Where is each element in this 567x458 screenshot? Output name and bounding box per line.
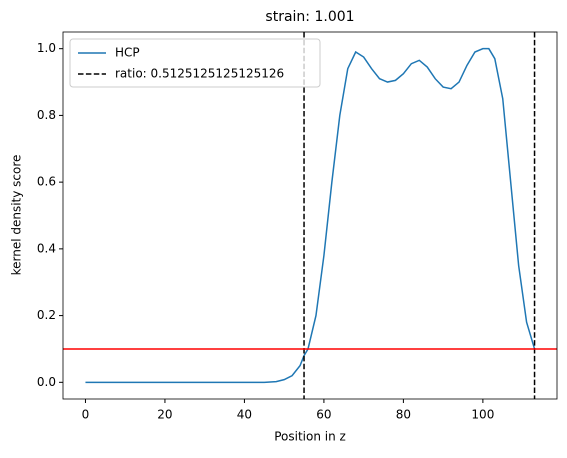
legend-box [69, 38, 321, 88]
x-tick-label: 100 [471, 408, 494, 422]
line [85, 47, 536, 384]
y-tick-label: 1.0 [37, 41, 56, 55]
chart-title: strain: 1.001 [265, 9, 354, 25]
y-tick-label: 0.4 [37, 241, 56, 255]
legend-label: ratio: 0.5125125125125126 [115, 67, 284, 81]
x-tick-label: 80 [396, 408, 411, 422]
x-axis-label: Position in z [274, 430, 346, 444]
legend-label: HCP [115, 46, 140, 60]
y-tick-label: 0.6 [37, 175, 56, 189]
y-tick-label: 0.0 [37, 375, 56, 389]
x-tick-label: 40 [237, 408, 252, 422]
x-tick-label: 0 [82, 408, 90, 422]
y-tick-label: 0.8 [37, 108, 56, 122]
x-tick-label: 60 [316, 408, 331, 422]
y-tick-label: 0.2 [37, 308, 56, 322]
x-tick-label: 20 [157, 408, 172, 422]
plot-frame [62, 31, 558, 400]
y-axis-label: kernel density score [10, 155, 24, 276]
